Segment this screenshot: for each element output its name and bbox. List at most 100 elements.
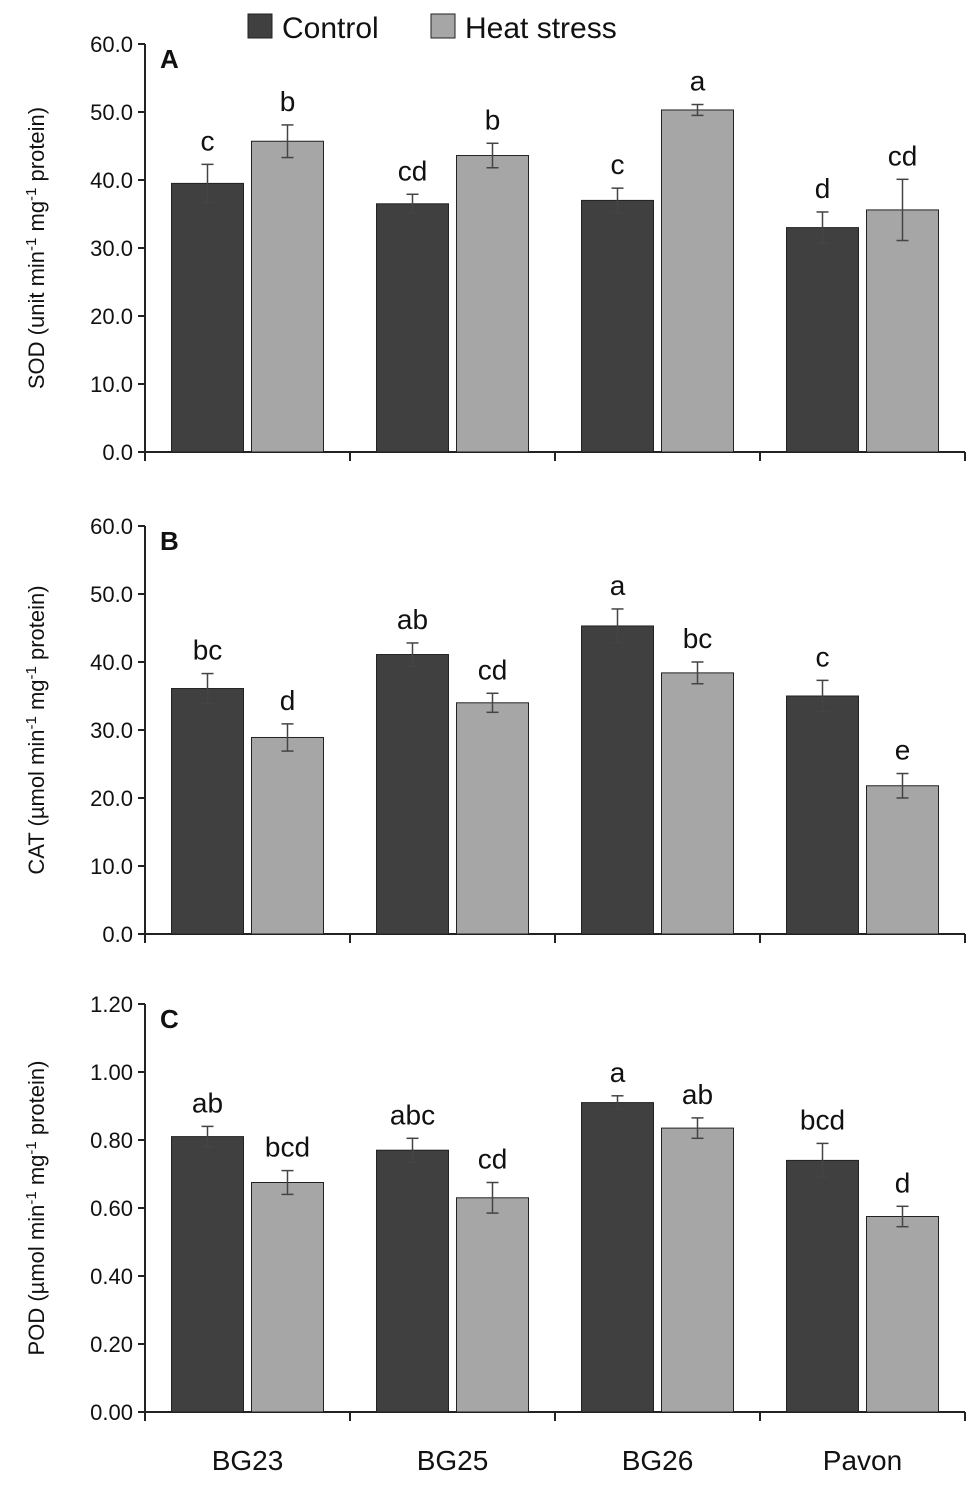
y-tick-label: 0.00 <box>90 1400 133 1425</box>
significance-letter: ab <box>682 1079 713 1110</box>
significance-letter: abc <box>390 1099 435 1130</box>
significance-letter: ab <box>397 604 428 635</box>
bar-heat-stress-bg23 <box>251 140 324 453</box>
y-tick-label: 0.0 <box>102 440 133 465</box>
panel-c: 0.00 0.20 0.40 0.60 0.80 1.00 1.20 ab bcd abc cd a a… <box>23 992 966 1476</box>
y-tick-label: 0.80 <box>90 1128 133 1153</box>
bar-heat-stress-bg25 <box>456 1197 529 1413</box>
y-title-text: mg <box>24 1155 49 1192</box>
y-tick-label: 1.00 <box>90 1060 133 1085</box>
x-category-label: BG25 <box>417 1445 489 1476</box>
bar-heat-stress-bg23 <box>251 1182 324 1413</box>
bar-control-pavon <box>786 227 859 453</box>
y-title-superscript: -1 <box>23 1141 40 1154</box>
bar-heat-stress-bg23 <box>251 736 324 935</box>
significance-letter: cd <box>478 654 508 685</box>
y-title-text: protein) <box>24 585 49 666</box>
significance-letter: cd <box>888 140 918 171</box>
significance-letter: cd <box>478 1144 508 1175</box>
significance-letter: a <box>610 570 626 601</box>
significance-letter: bcd <box>800 1104 845 1135</box>
bar-control-pavon <box>786 695 859 935</box>
y-tick-label: 20.0 <box>90 304 133 329</box>
chart-panels: 0.010.020.030.040.050.060.0cbcdbcadcdASO… <box>23 32 966 1476</box>
y-title-text: mg <box>24 679 49 716</box>
y-tick-label: 30.0 <box>90 236 133 261</box>
significance-letter: a <box>610 1057 626 1088</box>
y-title-text: POD (µmol min <box>24 1205 49 1356</box>
panel-b: 0.0 10.0 20.0 30.0 40.0 50.0 60.0 bc d ab cd a bc c e B… <box>23 514 966 947</box>
bar-heat-stress-bg25 <box>456 702 529 935</box>
y-title-superscript: -1 <box>23 188 40 201</box>
y-title-superscript: -1 <box>23 666 40 679</box>
bar-control-bg23 <box>171 182 244 453</box>
significance-letter: b <box>280 86 296 117</box>
y-tick-label: 10.0 <box>90 854 133 879</box>
y-tick-label: 0.40 <box>90 1264 133 1289</box>
panel-label: C <box>160 1004 179 1034</box>
y-title-superscript: -1 <box>23 1191 40 1204</box>
bar-heat-stress-bg26 <box>661 109 734 453</box>
bar-control-bg23 <box>171 688 244 935</box>
legend: Control Heat stress <box>247 12 617 45</box>
y-tick-label: 10.0 <box>90 372 133 397</box>
bar-control-bg26 <box>581 625 654 935</box>
bar-heat-stress-pavon <box>866 209 939 453</box>
significance-letter: bcd <box>265 1132 310 1163</box>
y-tick-label: 1.20 <box>90 992 133 1017</box>
bar-control-bg26 <box>581 1102 654 1413</box>
x-category-label: BG23 <box>212 1445 284 1476</box>
y-axis-title: POD (µmol min-1 mg-1 protein) <box>23 1061 49 1356</box>
significance-letter: cd <box>398 155 428 186</box>
y-title-text: mg <box>24 201 49 238</box>
bar-heat-stress-bg26 <box>661 1127 734 1413</box>
bar-control-bg25 <box>376 1149 449 1413</box>
y-tick-label: 60.0 <box>90 32 133 57</box>
legend-swatch-heat-stress <box>430 13 456 39</box>
x-category-label: BG26 <box>622 1445 694 1476</box>
y-tick-label: 50.0 <box>90 100 133 125</box>
y-tick-label: 0.20 <box>90 1332 133 1357</box>
significance-letter: d <box>280 685 296 716</box>
y-tick-label: 60.0 <box>90 514 133 539</box>
y-tick-label: 50.0 <box>90 582 133 607</box>
y-axis-title: SOD (unit min-1 mg-1 protein) <box>23 107 49 389</box>
panel-label: A <box>160 44 179 74</box>
y-tick-label: 20.0 <box>90 786 133 811</box>
panel-a: 0.0 10.0 20.0 30.0 40.0 50.0 60.0 c b cd b c a d cd A SO… <box>23 32 966 465</box>
y-tick-label: 0.60 <box>90 1196 133 1221</box>
significance-letter: ab <box>192 1087 223 1118</box>
legend-label-control: Control <box>282 12 379 45</box>
legend-label-heat-stress: Heat stress <box>465 12 617 45</box>
significance-letter: bc <box>193 635 223 666</box>
y-title-text: protein) <box>24 1061 49 1142</box>
significance-letter: c <box>201 125 215 156</box>
significance-letter: c <box>611 149 625 180</box>
y-title-text: protein) <box>24 107 49 188</box>
y-tick-label: 40.0 <box>90 168 133 193</box>
bar-heat-stress-pavon <box>866 1216 939 1413</box>
y-title-superscript: -1 <box>23 716 40 729</box>
bar-control-pavon <box>786 1159 859 1413</box>
significance-letter: c <box>816 641 830 672</box>
significance-letter: d <box>895 1167 911 1198</box>
y-tick-label: 40.0 <box>90 650 133 675</box>
significance-letter: e <box>895 735 911 766</box>
bar-heat-stress-pavon <box>866 785 939 935</box>
bar-control-bg23 <box>171 1136 244 1413</box>
bar-control-bg26 <box>581 199 654 453</box>
bar-heat-stress-bg25 <box>456 155 529 453</box>
bar-control-bg25 <box>376 654 449 935</box>
legend-swatch-control <box>247 13 273 39</box>
y-tick-label: 30.0 <box>90 718 133 743</box>
bar-heat-stress-bg26 <box>661 672 734 935</box>
x-category-label: Pavon <box>823 1445 902 1476</box>
y-axis-title: CAT (µmol min-1 mg-1 protein) <box>23 585 49 874</box>
y-tick-label: 0.0 <box>102 922 133 947</box>
y-title-superscript: -1 <box>23 238 40 251</box>
significance-letter: bc <box>683 623 713 654</box>
panel-label: B <box>160 526 179 556</box>
significance-letter: b <box>485 104 501 135</box>
significance-letter: a <box>690 66 706 97</box>
